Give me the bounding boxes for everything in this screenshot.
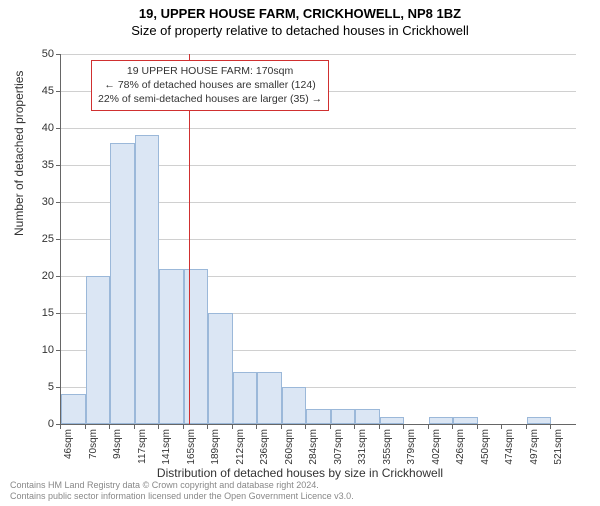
xtick-mark — [109, 424, 110, 429]
footer-line2: Contains public sector information licen… — [10, 491, 354, 502]
histogram-bar — [208, 313, 233, 424]
xtick-mark — [403, 424, 404, 429]
gridline — [61, 54, 576, 55]
ytick-label: 10 — [42, 344, 54, 356]
xtick-mark — [477, 424, 478, 429]
x-axis-label: Distribution of detached houses by size … — [0, 466, 600, 480]
xtick-mark — [330, 424, 331, 429]
histogram-bar — [86, 276, 111, 424]
title-address: 19, UPPER HOUSE FARM, CRICKHOWELL, NP8 1… — [0, 6, 600, 21]
histogram-bar — [257, 372, 282, 424]
ytick-label: 15 — [42, 307, 54, 319]
footer-attribution: Contains HM Land Registry data © Crown c… — [10, 480, 354, 502]
xtick-mark — [85, 424, 86, 429]
y-axis-label: Number of detached properties — [12, 71, 26, 236]
histogram-bar — [429, 417, 454, 424]
xtick-mark — [526, 424, 527, 429]
ytick-label: 30 — [42, 196, 54, 208]
annotation-line: 19 UPPER HOUSE FARM: 170sqm — [98, 64, 322, 78]
gridline — [61, 128, 576, 129]
xtick-mark — [305, 424, 306, 429]
annotation-line: 22% of semi-detached houses are larger (… — [98, 92, 322, 106]
ytick-mark — [56, 128, 61, 129]
histogram-bar — [306, 409, 331, 424]
title-subtitle: Size of property relative to detached ho… — [0, 23, 600, 38]
histogram-bar — [61, 394, 86, 424]
ytick-mark — [56, 202, 61, 203]
xtick-mark — [354, 424, 355, 429]
footer-line1: Contains HM Land Registry data © Crown c… — [10, 480, 354, 491]
ytick-mark — [56, 165, 61, 166]
ytick-mark — [56, 313, 61, 314]
histogram-bar — [135, 135, 160, 424]
ytick-mark — [56, 91, 61, 92]
container: 19, UPPER HOUSE FARM, CRICKHOWELL, NP8 1… — [0, 6, 600, 506]
histogram-bar — [184, 269, 209, 424]
chart-area: 19 UPPER HOUSE FARM: 170sqm← 78% of deta… — [60, 54, 575, 424]
xtick-mark — [60, 424, 61, 429]
xtick-mark — [428, 424, 429, 429]
ytick-mark — [56, 239, 61, 240]
ytick-label: 20 — [42, 270, 54, 282]
histogram-bar — [355, 409, 380, 424]
xtick-mark — [158, 424, 159, 429]
xtick-mark — [134, 424, 135, 429]
ytick-label: 45 — [42, 85, 54, 97]
ytick-label: 50 — [42, 48, 54, 60]
histogram-bar — [159, 269, 184, 424]
histogram-bar — [282, 387, 307, 424]
ytick-mark — [56, 387, 61, 388]
xtick-mark — [550, 424, 551, 429]
ytick-label: 5 — [48, 381, 54, 393]
xtick-mark — [232, 424, 233, 429]
xtick-mark — [183, 424, 184, 429]
xtick-mark — [207, 424, 208, 429]
annotation-box: 19 UPPER HOUSE FARM: 170sqm← 78% of deta… — [91, 60, 329, 111]
ytick-mark — [56, 54, 61, 55]
ytick-mark — [56, 276, 61, 277]
xtick-mark — [256, 424, 257, 429]
plot-region: 19 UPPER HOUSE FARM: 170sqm← 78% of deta… — [60, 54, 576, 425]
histogram-bar — [110, 143, 135, 424]
histogram-bar — [380, 417, 405, 424]
ytick-label: 25 — [42, 233, 54, 245]
histogram-bar — [233, 372, 258, 424]
xtick-mark — [281, 424, 282, 429]
annotation-line: ← 78% of detached houses are smaller (12… — [98, 78, 322, 92]
ytick-label: 35 — [42, 159, 54, 171]
histogram-bar — [527, 417, 552, 424]
xtick-mark — [452, 424, 453, 429]
ytick-mark — [56, 350, 61, 351]
xtick-mark — [501, 424, 502, 429]
histogram-bar — [331, 409, 356, 424]
xtick-mark — [379, 424, 380, 429]
ytick-label: 0 — [48, 418, 54, 430]
ytick-label: 40 — [42, 122, 54, 134]
histogram-bar — [453, 417, 478, 424]
